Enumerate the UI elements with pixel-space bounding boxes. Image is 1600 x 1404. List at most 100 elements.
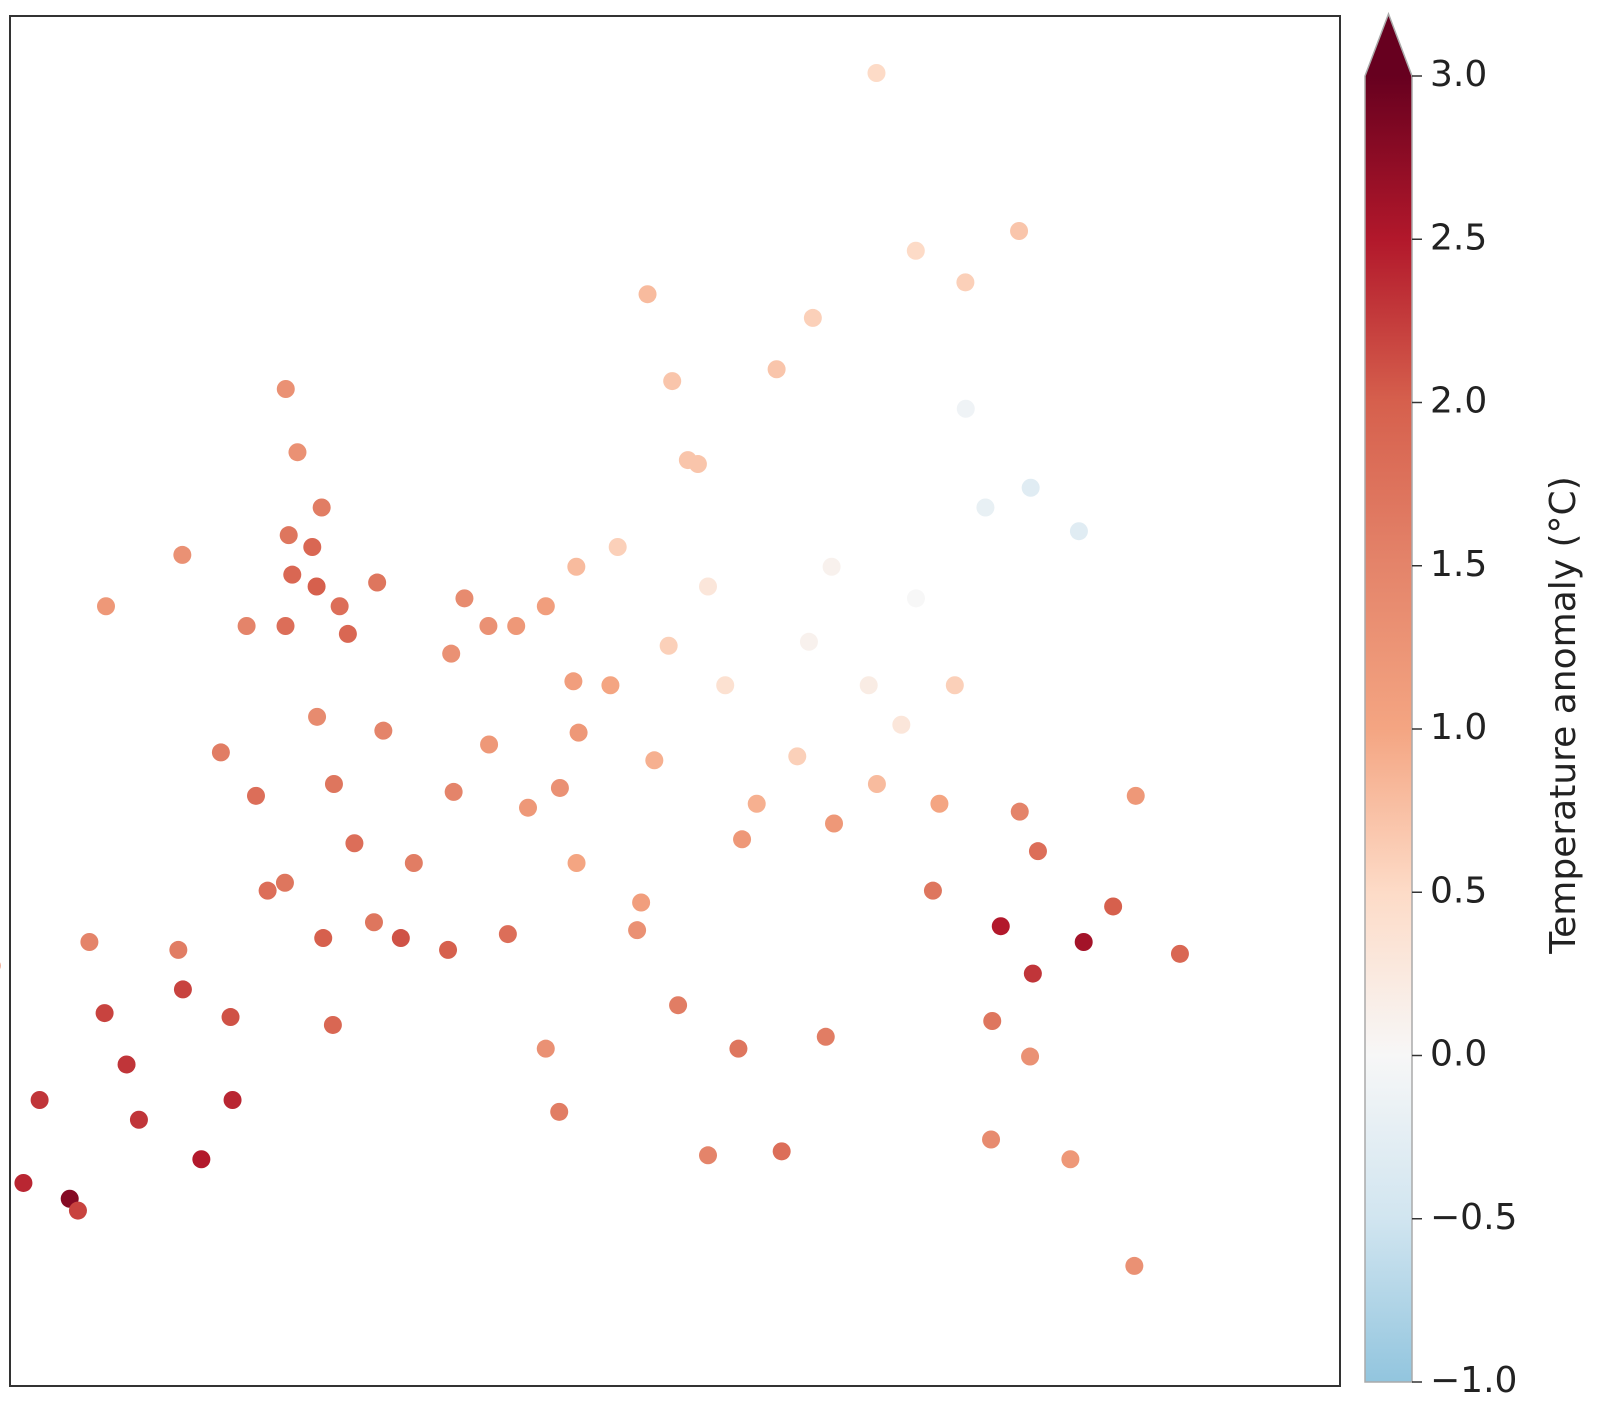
map-frame	[9, 15, 1341, 1387]
colorbar-tick-label: 3.0	[1430, 54, 1487, 95]
station-point	[729, 1039, 748, 1058]
colorbar-extension	[1365, 14, 1412, 76]
station-point	[96, 597, 115, 616]
station-point	[1023, 964, 1042, 983]
station-point	[550, 778, 569, 797]
station-point	[288, 443, 307, 462]
colorbar-tick-label: 2.5	[1430, 217, 1487, 258]
station-point	[374, 721, 393, 740]
station-point	[1125, 1256, 1144, 1275]
station-point	[404, 854, 423, 872]
station-point	[638, 285, 657, 304]
colorbar	[1365, 76, 1412, 1382]
station-point	[923, 881, 942, 900]
station-point	[867, 64, 886, 82]
colorbar-tick-label: 2.0	[1430, 381, 1487, 422]
station-point	[169, 940, 188, 959]
station-point	[323, 1015, 342, 1034]
station-layer	[0, 64, 1189, 1275]
station-point	[645, 751, 664, 770]
station-point	[536, 597, 555, 616]
station-point	[439, 940, 458, 959]
station-point	[283, 565, 302, 584]
station-point	[956, 273, 975, 292]
station-point	[68, 1201, 87, 1220]
station-point	[117, 1055, 136, 1074]
colorbar-tick-label: 1.5	[1430, 544, 1487, 585]
station-point	[632, 893, 651, 912]
station-point	[479, 617, 498, 635]
station-point	[30, 1091, 49, 1109]
station-point	[867, 775, 886, 793]
station-point	[314, 929, 333, 948]
station-point	[956, 399, 975, 418]
station-point	[669, 996, 688, 1015]
station-point	[223, 1091, 242, 1109]
station-point	[211, 743, 230, 762]
station-point	[1028, 842, 1047, 861]
station-point	[507, 617, 526, 635]
station-point	[1170, 944, 1189, 963]
station-point	[825, 814, 844, 833]
station-point	[550, 1102, 569, 1121]
station-point	[368, 573, 387, 592]
colorbar-outline	[1364, 11, 1413, 1383]
station-point	[338, 624, 357, 643]
station-point	[747, 794, 766, 813]
station-point	[279, 526, 298, 545]
station-point	[330, 597, 349, 616]
station-point	[1126, 786, 1145, 805]
station-point	[276, 617, 295, 635]
station-point	[498, 925, 517, 944]
colorbar-tick-label: 1.0	[1430, 707, 1487, 748]
station-point	[364, 913, 383, 932]
colorbar-tick-label: −0.5	[1430, 1197, 1517, 1238]
station-point	[767, 360, 786, 379]
station-point	[567, 854, 586, 872]
station-point	[391, 929, 410, 948]
station-point	[129, 1110, 148, 1129]
station-point	[816, 1027, 835, 1046]
station-point	[772, 1142, 791, 1161]
station-point	[324, 775, 343, 793]
station-point	[906, 589, 925, 608]
station-point	[906, 241, 925, 260]
station-point	[716, 676, 735, 695]
station-point	[733, 830, 752, 849]
station-point	[480, 735, 499, 754]
station-point	[803, 308, 822, 327]
station-point	[14, 1173, 33, 1192]
station-point	[1010, 222, 1029, 240]
station-point	[678, 451, 697, 470]
station-point	[1069, 522, 1088, 541]
station-point	[536, 1039, 555, 1058]
station-point	[345, 834, 364, 853]
colorbar-tick-label: −1.0	[1430, 1360, 1517, 1400]
station-point	[608, 538, 627, 556]
colorbar-label: Temperature anomaly (°C)	[1543, 476, 1584, 955]
station-point	[788, 747, 807, 766]
station-point	[945, 676, 964, 695]
station-point	[564, 672, 583, 691]
station-point	[308, 707, 327, 726]
station-point	[567, 557, 586, 576]
station-point	[173, 980, 192, 999]
station-point	[0, 962, 1, 970]
station-point	[80, 933, 99, 951]
station-point	[303, 538, 322, 556]
colorbar-tick-label: 0.0	[1430, 1034, 1487, 1075]
station-point	[444, 782, 463, 801]
station-point	[237, 617, 256, 635]
station-point	[1074, 933, 1093, 951]
station-point	[258, 881, 277, 900]
station-point	[976, 498, 995, 517]
station-point	[275, 873, 294, 892]
station-point	[799, 632, 818, 651]
station-point	[1010, 802, 1029, 821]
station-point	[1061, 1150, 1080, 1169]
station-point	[519, 798, 538, 817]
station-point	[601, 676, 620, 695]
station-point	[192, 1150, 211, 1169]
